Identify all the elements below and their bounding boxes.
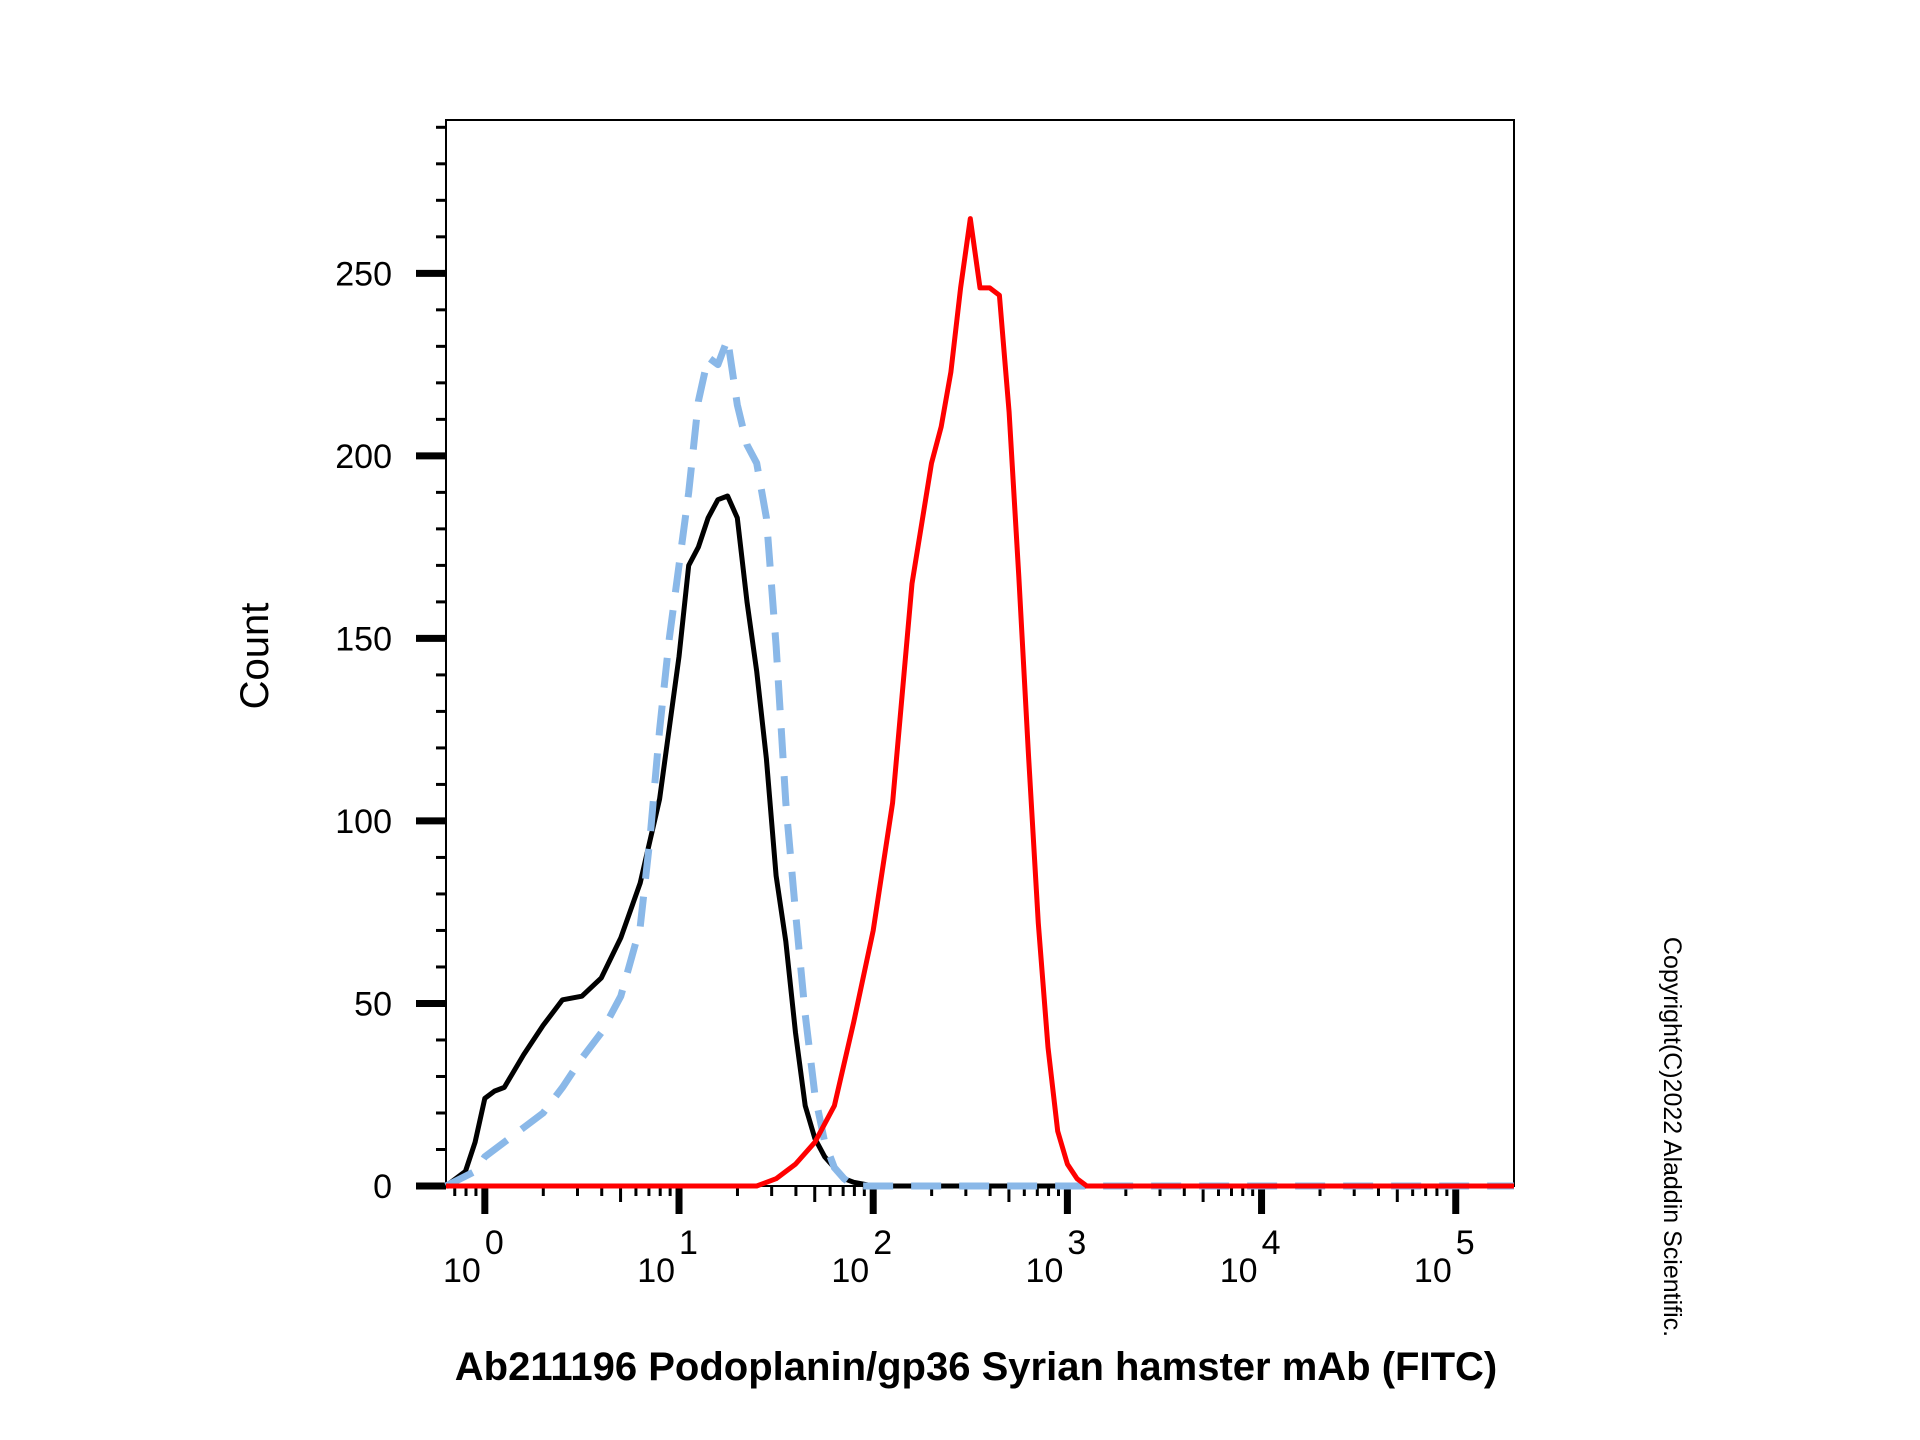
series-line-2 [444,335,1514,1190]
x-tick-label: 10 [1220,1252,1258,1290]
x-tick-exponent: 2 [873,1224,892,1262]
x-tick-exponent: 1 [679,1224,698,1262]
copyright-text: Copyright(C)2022 Aladdin Scientific. [1658,937,1686,1337]
y-tick-label: 200 [335,438,392,476]
x-tick-exponent: 4 [1262,1224,1281,1262]
x-tick-label: 10 [1414,1252,1452,1290]
x-tick-label: 10 [443,1252,481,1290]
x-tick-label: 10 [1026,1252,1064,1290]
y-tick-label: 50 [354,985,392,1023]
y-tick-label: 150 [335,620,392,658]
y-tick-label: 0 [373,1168,392,1206]
y-tick-label: 100 [335,803,392,841]
y-axis-label: Count [233,603,277,710]
series-layer [444,216,1514,1190]
x-tick-exponent: 0 [485,1224,504,1262]
x-tick-label: 10 [637,1252,675,1290]
series-line-1 [444,493,1514,1189]
x-tick-exponent: 5 [1456,1224,1475,1262]
y-axis: 0 50 100 150 200 250 [335,125,446,1206]
x-tick-label: 10 [831,1252,869,1290]
y-tick-label: 250 [335,255,392,293]
series-line-3 [446,216,1514,1189]
x-tick-exponent: 3 [1067,1224,1086,1262]
x-axis-label: Ab211196 Podoplanin/gp36 Syrian hamster … [455,1345,1497,1389]
